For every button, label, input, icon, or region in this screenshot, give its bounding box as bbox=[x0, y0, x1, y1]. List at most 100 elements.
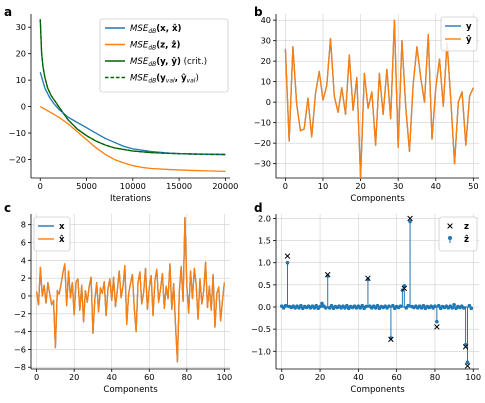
x-axis-label: Components bbox=[103, 385, 158, 395]
marker-stroke bbox=[464, 363, 471, 369]
x-axis-label: Iterations bbox=[110, 194, 151, 204]
y-tick-label: 0 bbox=[21, 102, 26, 112]
y-tick-label: 2.0 bbox=[258, 213, 271, 223]
series-line-3 bbox=[39, 19, 226, 156]
marker-stroke bbox=[365, 275, 371, 281]
legend-entry: x̂ bbox=[59, 234, 65, 245]
stem-marker bbox=[433, 304, 437, 308]
stem-marker bbox=[360, 303, 364, 308]
series-line-1 bbox=[284, 19, 474, 179]
panel-letter: b bbox=[254, 5, 263, 19]
y-tick-label: −0.5 bbox=[251, 324, 271, 334]
y-tick-label: 30 bbox=[16, 22, 26, 32]
panel-b: 0 10 20 30 40 50 −30 −20 −10 0 10 20 30 40 Components b… bbox=[254, 5, 479, 204]
y-tick-label: −8 bbox=[14, 362, 26, 372]
stem-marker bbox=[398, 304, 403, 308]
stem-marker bbox=[345, 303, 349, 308]
true-value-marker bbox=[388, 336, 394, 343]
true-value-marker bbox=[284, 253, 291, 259]
panel-letter: a bbox=[4, 5, 12, 19]
legend: MSEdB(x, x̂) MSEdB(z, ẑ) MSEdB(y, ŷ) (crit… bbox=[99, 18, 229, 93]
marker-stroke bbox=[401, 285, 408, 292]
x-tick-label: 60 bbox=[144, 372, 154, 382]
y-tick-label: −2 bbox=[14, 309, 26, 319]
x-tick-label: 100 bbox=[217, 372, 233, 382]
true-value-marker bbox=[401, 285, 408, 292]
legend-entry: MSEdB(z, ẑ) bbox=[130, 41, 180, 52]
y-tick-label: −4 bbox=[14, 327, 26, 337]
stem-marker bbox=[364, 304, 368, 309]
y-tick-label: −10 bbox=[9, 128, 26, 138]
x-tick-label: 15000 bbox=[166, 181, 192, 191]
legend-swatch bbox=[447, 223, 453, 229]
x-tick-label: 50 bbox=[468, 181, 478, 191]
true-value-marker bbox=[462, 344, 469, 350]
y-tick-label: 10 bbox=[261, 77, 271, 87]
x-axis-label: Components bbox=[350, 385, 405, 395]
true-value-marker bbox=[324, 271, 331, 278]
stem-marker bbox=[391, 303, 395, 308]
y-tick-label: 0.5 bbox=[258, 280, 271, 290]
stem-marker bbox=[436, 303, 441, 308]
marker-stroke bbox=[462, 344, 469, 350]
stem-marker bbox=[465, 360, 470, 365]
stem-marker bbox=[283, 303, 288, 308]
x-tick-label: 20 bbox=[355, 181, 365, 191]
legend-swatch bbox=[448, 236, 452, 240]
y-tick-label: 1.0 bbox=[258, 258, 271, 268]
marker-stroke bbox=[407, 215, 413, 222]
legend-entry: x bbox=[59, 222, 65, 232]
stem-marker bbox=[329, 303, 334, 308]
y-tick-label: 10 bbox=[16, 75, 26, 85]
x-tick-label: 40 bbox=[107, 372, 117, 382]
true-value-marker bbox=[365, 275, 371, 281]
legend-entry: ẑ bbox=[464, 235, 469, 245]
x-tick-label: 0 bbox=[283, 181, 288, 191]
x-tick-label: 0 bbox=[279, 372, 284, 382]
y-tick-label: −20 bbox=[254, 138, 271, 148]
x-tick-label: 0 bbox=[34, 372, 39, 382]
stem-marker bbox=[469, 306, 474, 311]
panel-d: 0 20 40 60 80 100 −1.0 −0.5 0.0 0.5 1.0 1.5 2.0 Compo… bbox=[251, 201, 481, 395]
legend-frame bbox=[33, 216, 71, 252]
legend-entry: y bbox=[466, 22, 472, 32]
legend-entry: MSEdB(x, x̂) bbox=[130, 23, 182, 35]
panel-a: 0 5000 10000 15000 20000 −20 −10 0 10 20 30 Iterati… bbox=[4, 5, 238, 204]
stem-marker bbox=[406, 303, 410, 308]
true-value-marker bbox=[464, 363, 471, 369]
stem-marker bbox=[450, 306, 454, 310]
stem-marker bbox=[323, 306, 328, 310]
stem-marker bbox=[435, 319, 439, 324]
marker-stroke bbox=[284, 253, 291, 259]
stem-marker bbox=[320, 301, 324, 306]
panel-c: 0 20 40 60 80 100 −8 −6 −4 −2 0 2 4 6 8 Components c x x̂ bbox=[4, 201, 232, 395]
marker-stroke bbox=[434, 324, 440, 330]
x-tick-label: 60 bbox=[391, 372, 401, 382]
x-tick-label: 40 bbox=[431, 181, 441, 191]
panel-letter: c bbox=[4, 201, 11, 215]
x-tick-label: 80 bbox=[182, 372, 192, 382]
stem-marker bbox=[299, 303, 303, 308]
legend: zẑ bbox=[438, 216, 478, 252]
y-tick-label: −1.0 bbox=[251, 346, 271, 356]
stem-marker bbox=[375, 303, 380, 308]
legend-frame bbox=[438, 216, 478, 252]
y-tick-label: 40 bbox=[261, 15, 271, 25]
stem-marker bbox=[408, 219, 412, 224]
stem-marker bbox=[285, 260, 290, 265]
x-tick-label: 10000 bbox=[120, 181, 146, 191]
series-line-1 bbox=[35, 216, 226, 363]
stem-marker bbox=[461, 306, 466, 310]
y-tick-label: 8 bbox=[21, 220, 26, 230]
stem-marker bbox=[467, 303, 472, 308]
legend-entry: ŷ bbox=[466, 35, 472, 45]
y-tick-label: 30 bbox=[261, 36, 271, 46]
stem-marker bbox=[452, 302, 456, 307]
y-tick-label: −6 bbox=[14, 344, 26, 354]
y-tick-label: 0.0 bbox=[258, 302, 271, 312]
y-tick-label: 20 bbox=[16, 49, 26, 59]
y-tick-label: −10 bbox=[254, 118, 271, 128]
marker-stroke bbox=[388, 336, 394, 343]
x-axis-label: Components bbox=[350, 194, 405, 204]
